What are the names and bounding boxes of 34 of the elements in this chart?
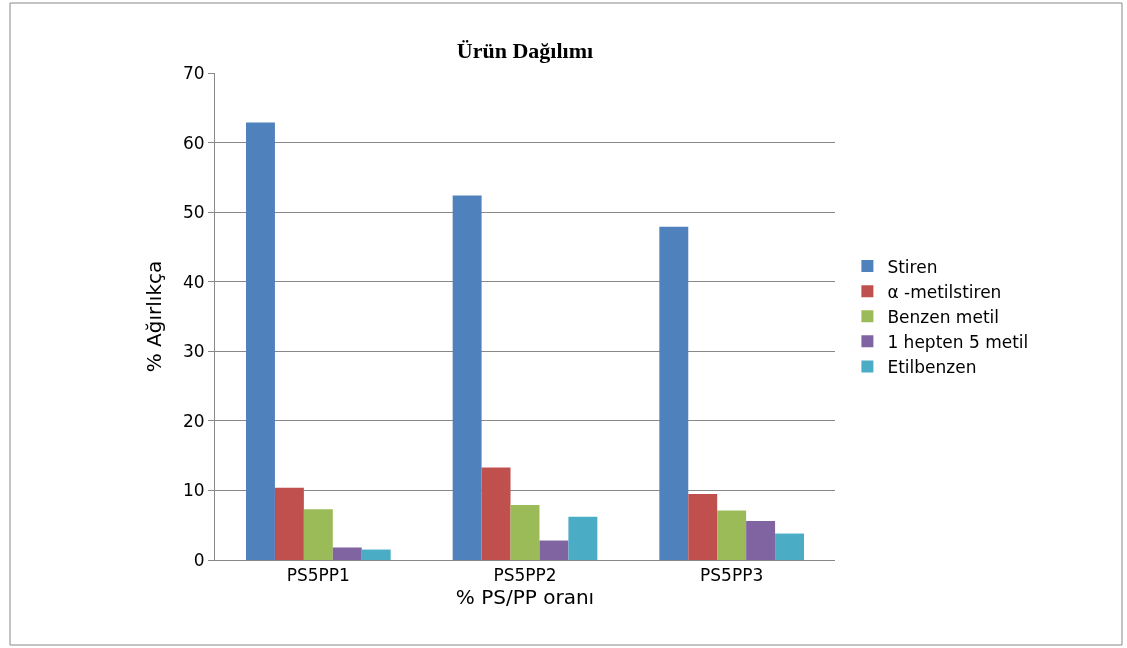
y-tick-label: 60	[182, 132, 205, 153]
y-tick-label: 30	[182, 341, 205, 362]
bar	[361, 549, 391, 560]
y-tick-label: 10	[182, 480, 205, 501]
legend-label: 1 hepten 5 metil	[887, 331, 1029, 352]
bar	[246, 122, 275, 560]
y-tick-label: 70	[182, 62, 205, 83]
x-tick-label: PS5PP1	[286, 565, 350, 586]
legend-label: Etilbenzen	[887, 357, 977, 378]
y-tick-label: 20	[182, 410, 205, 431]
y-tick-label: 50	[182, 202, 205, 223]
y-tick-label: 40	[182, 271, 205, 292]
x-tick-label: PS5PP2	[493, 565, 557, 586]
x-tick-label: PS5PP3	[700, 565, 764, 586]
y-axis-title: % Ağırlıkça	[142, 260, 167, 373]
bar	[659, 226, 689, 560]
bar	[539, 540, 569, 560]
bar	[717, 510, 747, 560]
bar	[775, 533, 804, 560]
legend-label: α -metilstiren	[887, 281, 1002, 302]
y-tick-label: 0	[193, 549, 205, 570]
x-axis-title: % PS/PP oranı	[455, 585, 595, 610]
bar	[510, 505, 540, 560]
bar	[568, 516, 598, 560]
bar	[303, 509, 333, 560]
bar	[452, 195, 482, 560]
legend-label: Benzen metil	[887, 306, 999, 327]
legend-label: Stiren	[887, 256, 938, 277]
bar	[274, 487, 304, 560]
bar	[481, 467, 511, 560]
chart-title: Ürün Dağılımı	[456, 38, 594, 63]
bar	[746, 521, 776, 560]
bar	[688, 493, 718, 560]
bar	[332, 547, 362, 560]
